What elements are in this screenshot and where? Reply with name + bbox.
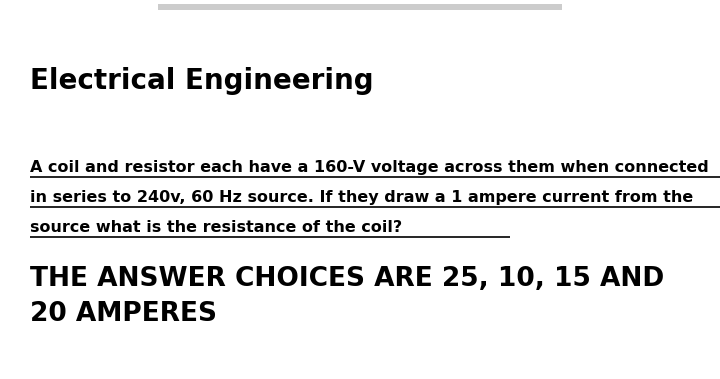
Bar — [158, 4, 562, 10]
Text: Electrical Engineering: Electrical Engineering — [30, 67, 374, 95]
Text: 20 AMPERES: 20 AMPERES — [30, 301, 217, 327]
Text: in series to 240v, 60 Hz source. If they draw a 1 ampere current from the: in series to 240v, 60 Hz source. If they… — [30, 190, 693, 205]
Text: A coil and resistor each have a 160-V voltage across them when connected: A coil and resistor each have a 160-V vo… — [30, 160, 708, 175]
Text: THE ANSWER CHOICES ARE 25, 10, 15 AND: THE ANSWER CHOICES ARE 25, 10, 15 AND — [30, 266, 665, 292]
Text: source what is the resistance of the coil?: source what is the resistance of the coi… — [30, 220, 402, 235]
